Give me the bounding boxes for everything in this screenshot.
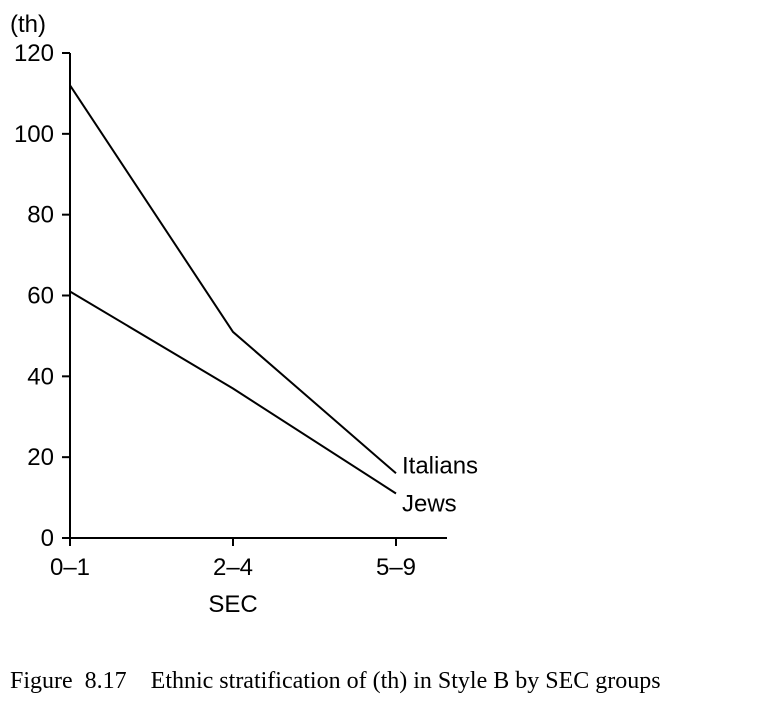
x-tick-label: 0–1: [50, 554, 90, 581]
line-chart: (th) SEC 0 20 40 60 80 100 120 0–1 2–4 5–9 Itali…: [10, 11, 478, 618]
series-line-italians: [69, 84, 397, 475]
y-tick-label: 40: [27, 363, 54, 390]
y-tick-label: 60: [27, 283, 54, 310]
figure-caption: Figure 8.17 Ethnic stratification of (th…: [10, 668, 661, 694]
y-tick-label: 120: [14, 40, 54, 67]
y-tick-label: 80: [27, 202, 54, 229]
series-line-jews: [69, 290, 397, 495]
y-tick-label: 0: [41, 525, 54, 552]
series-label-italians: Italians: [402, 452, 478, 479]
y-tick-label: 100: [14, 121, 54, 148]
series-label-jews: Jews: [402, 491, 457, 518]
y-axis-label: (th): [10, 11, 46, 38]
y-tick-label: 20: [27, 444, 54, 471]
x-tick-label: 5–9: [376, 554, 416, 581]
x-tick-label: 2–4: [213, 554, 253, 581]
x-axis-label: SEC: [208, 591, 257, 618]
